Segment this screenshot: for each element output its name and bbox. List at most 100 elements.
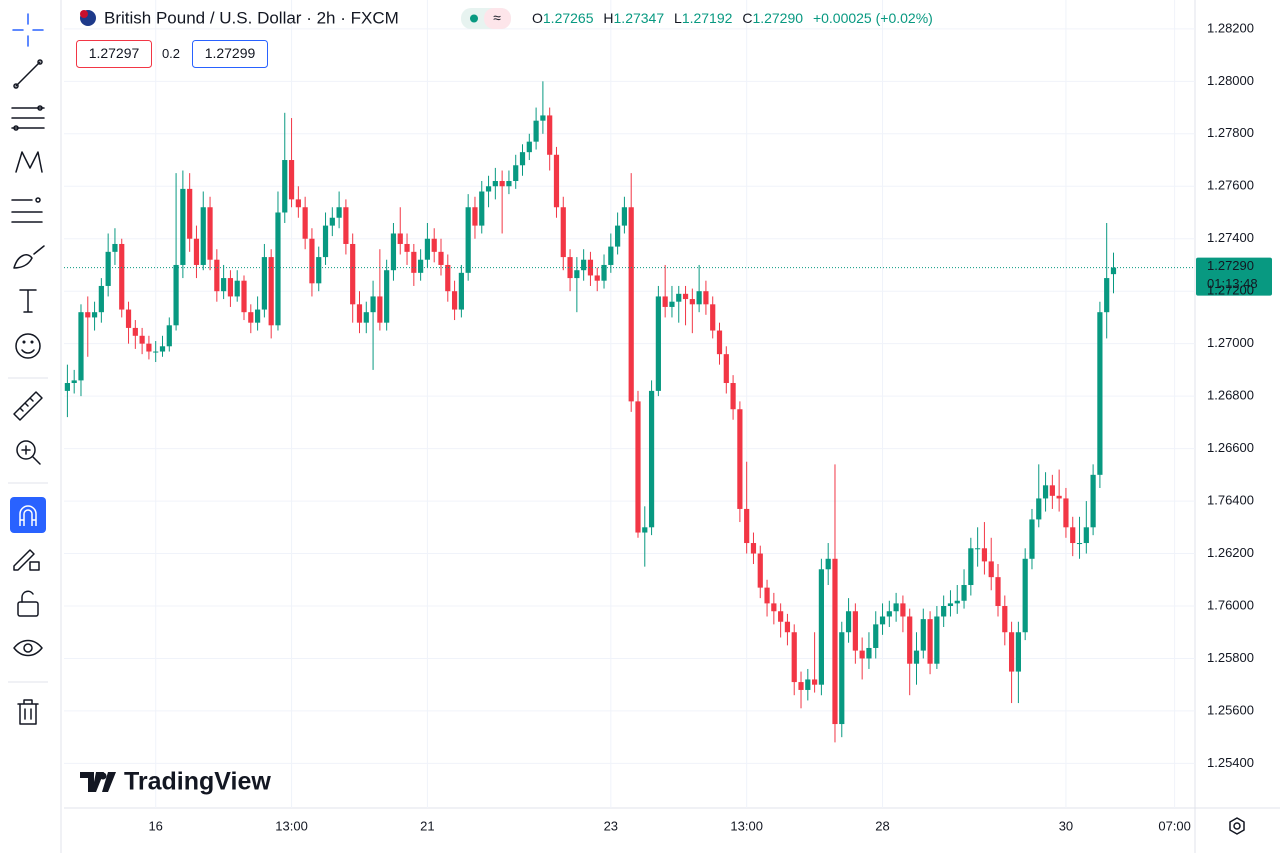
candle-body	[506, 181, 512, 187]
magnet-tool-active[interactable]	[10, 497, 46, 533]
pattern-tool[interactable]	[15, 151, 43, 173]
candle-body	[1097, 312, 1103, 475]
prediction-tool[interactable]	[11, 197, 43, 223]
candle-body	[818, 569, 824, 685]
y-tick-label: 1.25800	[1207, 650, 1254, 665]
candle-body	[886, 611, 892, 617]
candle-body	[445, 264, 451, 292]
candle-body	[682, 293, 689, 300]
candle-body	[859, 650, 865, 659]
sell-button[interactable]	[76, 40, 152, 68]
delay-icon: ≈	[493, 10, 501, 26]
candle-body	[275, 212, 281, 326]
candle-body	[716, 330, 723, 355]
visibility-tool[interactable]	[13, 639, 43, 657]
crosshair-tool[interactable]	[12, 13, 44, 47]
candle-body	[370, 296, 376, 313]
candle-body	[248, 312, 254, 323]
candle-body	[961, 585, 967, 601]
candle-body	[981, 548, 988, 562]
candle-body	[710, 304, 716, 331]
candle-body	[302, 207, 308, 239]
lock-tool[interactable]	[17, 590, 39, 617]
x-tick-label: 13:00	[730, 818, 763, 833]
candle-body	[499, 181, 505, 187]
x-tick-label: 13:00	[275, 818, 308, 833]
candle-body	[567, 257, 573, 279]
symbol-title: British Pound / U.S. Dollar · 2h · FXCM	[104, 8, 399, 27]
candle-body	[1063, 498, 1069, 528]
candle-body	[404, 243, 410, 252]
logo-mark	[99, 772, 107, 780]
y-tick-label: 1.27400	[1207, 230, 1254, 245]
x-tick-label: 16	[148, 818, 162, 833]
plot	[64, 81, 1195, 743]
candle-body	[866, 647, 872, 659]
logo-mark	[80, 772, 104, 792]
candle-body	[540, 115, 546, 121]
candle-body	[513, 165, 519, 182]
candle-body	[1083, 527, 1089, 544]
candle-body	[112, 243, 118, 252]
candle-body	[968, 548, 974, 586]
buy-button[interactable]	[192, 40, 268, 68]
candle-body	[105, 251, 111, 286]
y-tick-label: 1.25600	[1207, 702, 1254, 717]
h-label: H	[603, 10, 613, 26]
candle-body	[642, 527, 648, 533]
candle-body	[669, 301, 675, 307]
candle-body	[784, 621, 791, 633]
candle-body	[1076, 543, 1083, 545]
candle-body	[221, 278, 227, 292]
candle-body	[1070, 527, 1076, 544]
logo-mark	[102, 772, 116, 792]
candle-body	[261, 257, 267, 310]
candle-body	[173, 264, 179, 326]
ruler-tool[interactable]	[13, 391, 43, 421]
candle-body	[608, 246, 614, 265]
emoji-tool[interactable]	[15, 333, 41, 359]
candle-body	[377, 296, 383, 323]
x-tick-label: 23	[604, 818, 618, 833]
candle-body	[343, 207, 349, 244]
y-tick-label: 1.26800	[1207, 388, 1254, 403]
candle-body	[254, 309, 261, 323]
badge-countdown: 01:13:48	[1207, 276, 1258, 291]
candle-body	[655, 296, 661, 391]
candle-body	[227, 278, 234, 297]
candle-body	[1029, 519, 1035, 559]
candle-body	[676, 293, 682, 302]
candle-body	[852, 611, 858, 651]
settings-button[interactable]	[1229, 817, 1245, 835]
candle-body	[696, 291, 702, 305]
candle-body	[363, 312, 369, 323]
c-label: C	[742, 10, 752, 26]
candle-body	[438, 251, 444, 265]
brush-tool[interactable]	[13, 245, 45, 269]
sell-price: 1.27297	[89, 45, 140, 61]
candle-body	[812, 679, 818, 685]
candle-body	[125, 309, 132, 328]
candle-body	[737, 409, 743, 509]
l-label: L	[674, 10, 682, 26]
candle-body	[1015, 632, 1021, 672]
c-value: 1.27290	[752, 10, 803, 26]
lock-drawing-tool[interactable]	[13, 549, 40, 571]
zoom-tool[interactable]	[16, 440, 41, 465]
candle-body	[533, 120, 539, 142]
badge-box	[1196, 257, 1272, 296]
candle-body	[975, 548, 981, 550]
magnet-icon	[19, 505, 37, 526]
candle-body	[64, 383, 70, 391]
fib-tool[interactable]	[11, 105, 45, 131]
candle-body	[234, 280, 240, 297]
candle-body	[479, 191, 485, 226]
delete-tool[interactable]	[17, 699, 39, 725]
text-tool[interactable]	[19, 289, 37, 313]
badge-price: 1.27290	[1207, 258, 1254, 273]
candle-body	[85, 312, 91, 318]
trendline-tool[interactable]	[13, 59, 43, 89]
candle-body	[615, 225, 621, 247]
